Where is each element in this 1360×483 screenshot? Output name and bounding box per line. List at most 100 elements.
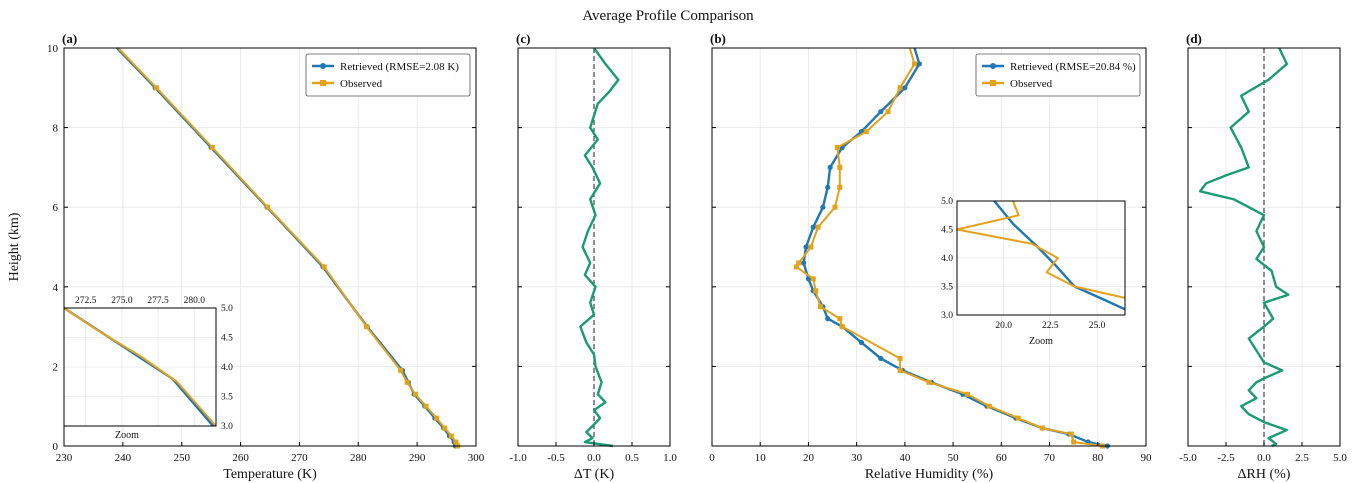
inset-x-tick-label: 275.0: [111, 296, 133, 306]
panel-b-frame: [711, 47, 1147, 447]
observed-point: [926, 379, 932, 385]
legend-label: Retrieved (RMSE=2.08 K): [340, 61, 459, 73]
x-tick-label: 0.5: [625, 452, 639, 464]
inset-y-tick-label: 4.5: [941, 226, 953, 236]
legend-swatch-marker: [320, 63, 326, 69]
zoom-inset: 20.0 22.5 25.0 3.0 3.5 4.0 4.5 5.0 Zoom: [941, 197, 1126, 347]
x-tick-label: 5.0: [1333, 452, 1347, 464]
observed-point: [321, 264, 327, 270]
x-tick-label: 300: [468, 452, 485, 464]
inset-y-tick-label: 4.5: [221, 334, 233, 344]
retrieved-point: [803, 244, 809, 250]
observed-point: [153, 85, 159, 91]
observed-point: [912, 61, 918, 67]
panel-a: 230 240 250 260 270 280 290 300 0 2 4 6 8 10 Height (k…: [7, 31, 485, 482]
retrieved-point: [810, 224, 816, 230]
observed-point: [412, 391, 418, 397]
panel-label: (c): [516, 31, 530, 46]
legend-swatch-marker: [990, 80, 996, 86]
inset-series-line: [956, 200, 1126, 299]
x-tick-label: 270: [291, 452, 308, 464]
legend-box: [975, 53, 1141, 97]
x-tick-label: 0.0: [587, 452, 601, 464]
inset-frame: [956, 200, 1126, 316]
y-tick-label: 0: [53, 441, 59, 453]
legend: Retrieved (RMSE=20.84 %) Observed: [975, 53, 1141, 97]
observed-point: [1039, 425, 1045, 431]
observed-point: [398, 367, 404, 373]
x-axis-label: Relative Humidity (%): [865, 467, 994, 482]
inset-x-tick-label: 20.0: [995, 321, 1012, 331]
observed-point: [442, 425, 448, 431]
observed-point: [810, 276, 816, 282]
x-tick-label: 0.0: [1257, 452, 1271, 464]
legend-label: Observed: [1010, 78, 1053, 90]
retrieved-point: [801, 260, 807, 266]
x-tick-label: 280: [350, 452, 367, 464]
x-tick-label: 70: [1044, 452, 1056, 464]
retrieved-point: [916, 61, 922, 67]
legend-swatch-marker: [320, 80, 326, 86]
observed-point: [813, 288, 819, 294]
panel-label: (d): [1186, 31, 1202, 46]
panel-label: (b): [710, 31, 726, 46]
x-tick-label: -1.0: [509, 452, 527, 464]
retrieved-point: [902, 85, 908, 91]
observed-point: [832, 204, 838, 210]
x-tick-label: -0.5: [547, 452, 565, 464]
x-tick-label: 40: [899, 452, 911, 464]
observed-point: [837, 164, 843, 170]
observed-point: [837, 316, 843, 322]
inset-frame: [63, 307, 217, 427]
inset-y-tick-label: 3.5: [221, 393, 233, 403]
x-tick-label: 2.5: [1295, 452, 1309, 464]
observed-point: [209, 145, 215, 150]
x-tick-label: 1.0: [663, 452, 677, 464]
x-tick-label: 90: [1141, 452, 1153, 464]
observed-point: [434, 415, 440, 421]
observed-point: [448, 433, 454, 439]
x-tick-label: 240: [115, 452, 132, 464]
observed-point: [796, 260, 802, 266]
observed-point: [839, 324, 845, 330]
inset-x-tick-label: 280.0: [184, 296, 206, 306]
series-line-observed: [795, 47, 1103, 447]
panel-a-frame: [63, 47, 477, 447]
legend-box: [305, 53, 471, 97]
legend-label: Observed: [340, 78, 383, 90]
retrieved-point: [878, 355, 884, 362]
inset-x-tick-label: 277.5: [147, 296, 169, 306]
inset-x-tick-label: 272.5: [75, 296, 97, 306]
x-tick-label: 30: [851, 452, 863, 464]
zoom-inset: 272.5 275.0 277.5 280.0 3.0 3.5 4.0 4.5 5.0 Zoom: [63, 296, 233, 441]
observed-point: [793, 264, 799, 270]
y-axis-label: Height (km): [7, 212, 22, 281]
inset-zoom-label: Zoom: [115, 430, 139, 441]
inset-y-tick-label: 4.0: [221, 363, 233, 373]
y-tick-label: 6: [53, 202, 59, 214]
x-tick-label: 50: [948, 452, 960, 464]
x-tick-label: 10: [755, 452, 767, 464]
inset-y-tick-label: 4.0: [941, 254, 953, 264]
retrieved-point: [858, 339, 865, 346]
observed-point: [1071, 439, 1077, 445]
observed-point: [834, 145, 840, 150]
x-tick-label: 20: [803, 452, 815, 464]
retrieved-point: [820, 204, 826, 210]
inset-x-tick-label: 22.5: [1042, 321, 1059, 331]
x-tick-label: 230: [56, 452, 73, 464]
figure-title: Average Profile Comparison: [582, 8, 754, 24]
observed-point: [897, 85, 903, 91]
panel-b: 0 10 20 30 40 50 60 70 80 90 Relative Humidity (%)…: [709, 31, 1152, 482]
series-line-difference: [579, 47, 620, 448]
inset-y-tick-label: 3.0: [941, 311, 953, 321]
legend: Retrieved (RMSE=2.08 K) Observed: [305, 53, 471, 97]
observed-point: [897, 367, 903, 373]
retrieved-point: [878, 109, 884, 115]
retrieved-point: [825, 184, 831, 190]
x-tick-label: -2.5: [1217, 452, 1235, 464]
inset-y-tick-label: 3.5: [941, 283, 953, 293]
x-tick-label: 260: [232, 452, 249, 464]
